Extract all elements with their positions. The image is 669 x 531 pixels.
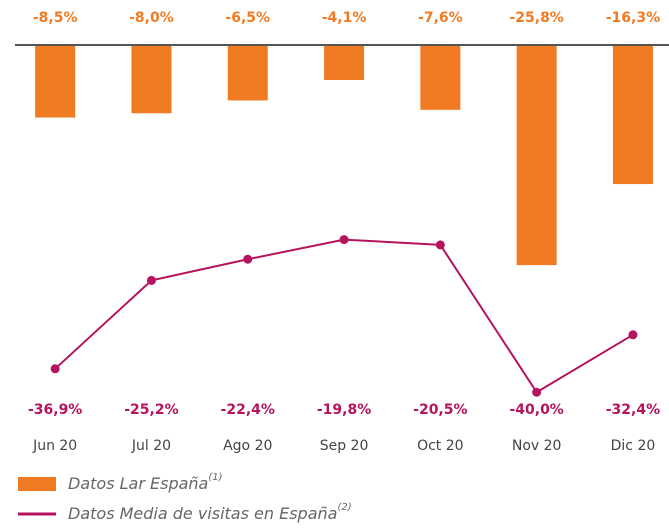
legend-note: (2) [337, 502, 351, 513]
x-tick-label: Jul 20 [131, 438, 171, 454]
point [628, 330, 638, 340]
point [532, 387, 542, 397]
x-tick-label: Jun 20 [32, 438, 77, 454]
legend-label: Datos Lar España(1) [68, 472, 223, 493]
x-tick-label: Dic 20 [611, 438, 656, 454]
bar-label: -8,5% [33, 10, 78, 26]
point [243, 254, 253, 264]
x-tick-label: Oct 20 [417, 438, 463, 454]
bar [612, 45, 653, 185]
legend-label: Datos Media de visitas en España(2) [68, 502, 352, 523]
bar-label: -7,6% [418, 10, 463, 26]
legend-note: (1) [208, 472, 222, 483]
bar [35, 45, 76, 118]
x-tick-label: Nov 20 [512, 438, 562, 454]
line-label: -32,4% [606, 402, 660, 418]
bar [420, 45, 461, 110]
legend-name: Datos Lar España [68, 474, 208, 493]
legend-name: Datos Media de visitas en España [68, 504, 337, 523]
bar-label: -8,0% [129, 10, 174, 26]
line-label: -40,0% [509, 402, 563, 418]
bar [324, 45, 365, 80]
bar-label: -25,8% [509, 10, 563, 26]
bar [516, 45, 557, 266]
legend-swatch [18, 477, 56, 491]
point [435, 240, 445, 250]
line-label: -22,4% [221, 402, 275, 418]
line-label: -25,2% [124, 402, 178, 418]
bar-label: -6,5% [225, 10, 270, 26]
bar [131, 45, 172, 114]
bar-label: -16,3% [606, 10, 660, 26]
point [50, 364, 60, 374]
point [146, 275, 156, 285]
line-label: -20,5% [413, 402, 467, 418]
bar [227, 45, 268, 101]
line-label: -36,9% [28, 402, 82, 418]
x-tick-label: Sep 20 [320, 438, 369, 454]
x-tick-label: Ago 20 [223, 438, 272, 454]
point [339, 235, 349, 245]
bar-label: -4,1% [322, 10, 367, 26]
line-label: -19,8% [317, 402, 371, 418]
